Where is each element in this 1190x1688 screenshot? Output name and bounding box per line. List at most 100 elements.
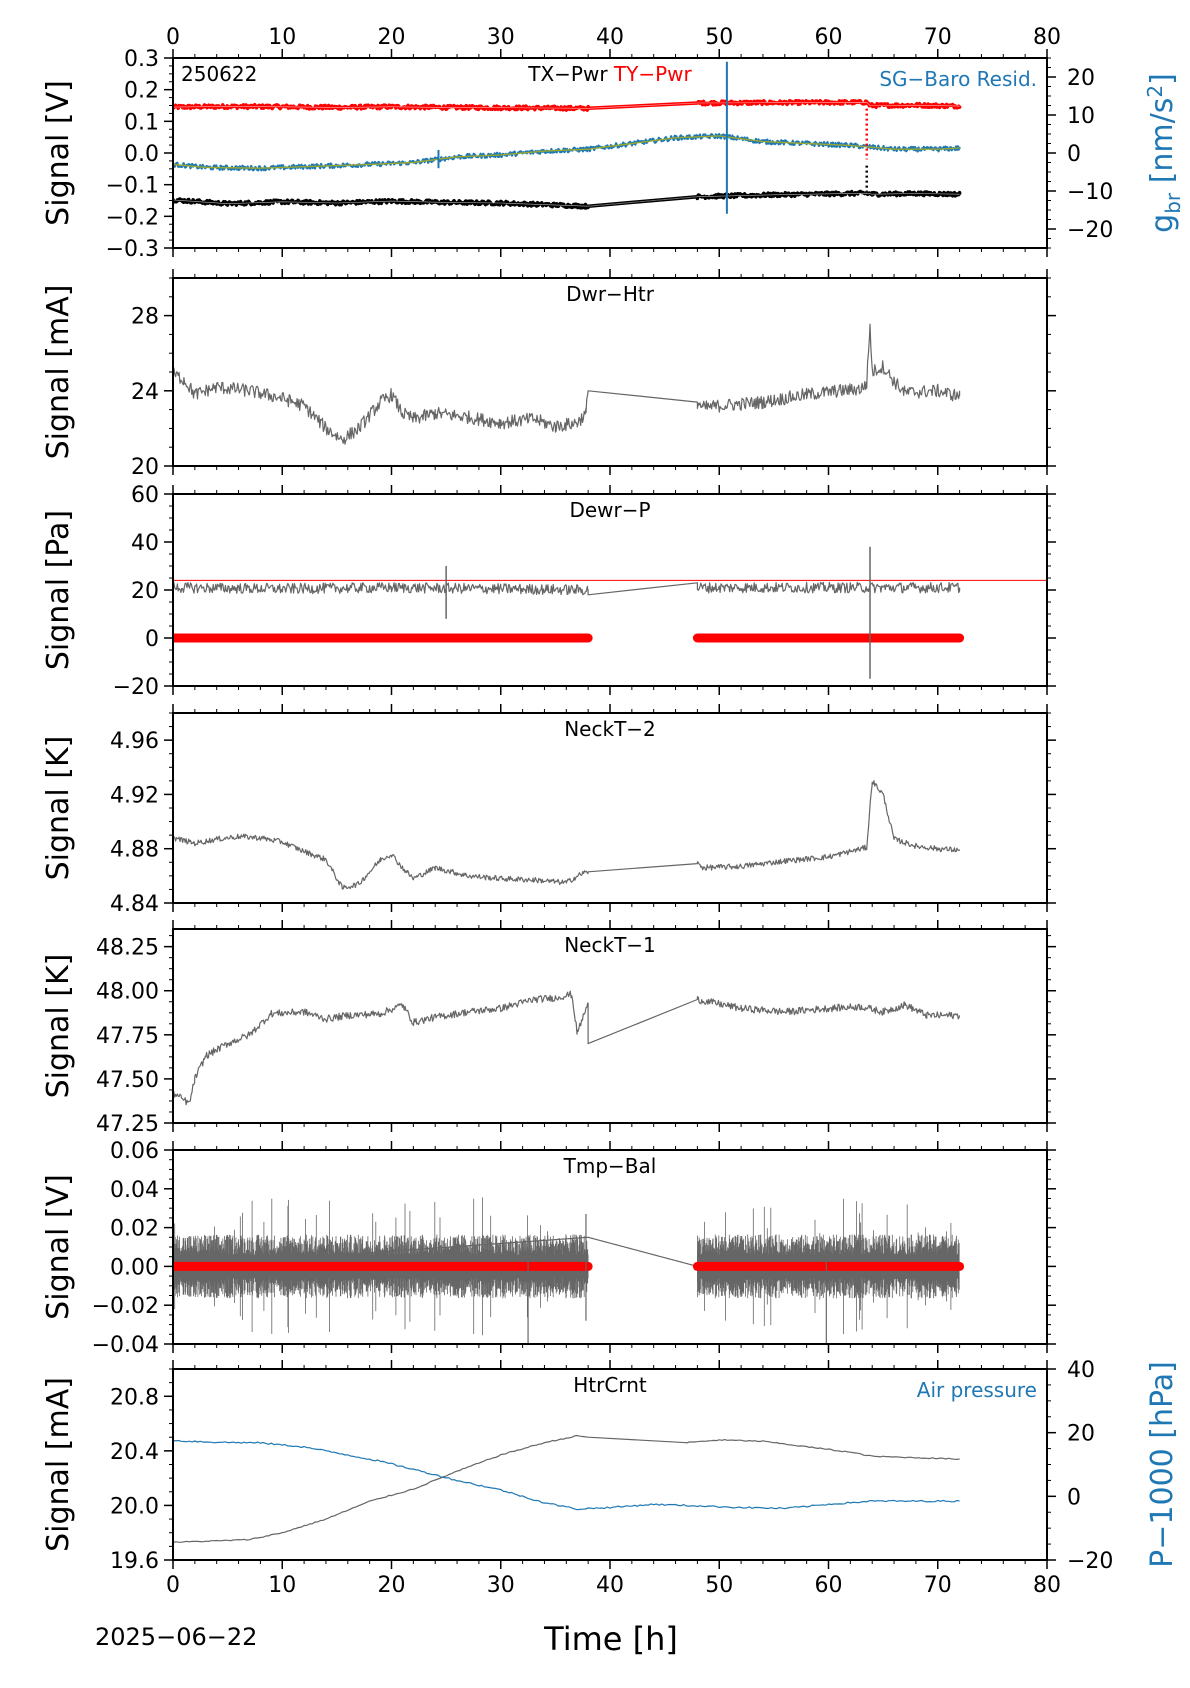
panel-frame bbox=[172, 277, 1048, 467]
x-tick-label: 50 bbox=[705, 1573, 733, 1598]
y-tick-label: 0.3 bbox=[124, 47, 159, 72]
series-dewr-p-0 bbox=[173, 581, 961, 596]
panel-dewr-p: −20 0 20 40 60 Signal [Pa] Dewr−P bbox=[41, 483, 1056, 700]
y2-tick-label: 20 bbox=[1067, 66, 1095, 91]
y-tick-label: 0 bbox=[145, 627, 159, 652]
y-tick-label: −20 bbox=[113, 675, 159, 700]
y2-tick-label: −20 bbox=[1067, 218, 1113, 243]
plot-area bbox=[173, 546, 1047, 679]
x-tick-label: 70 bbox=[924, 1573, 952, 1598]
panel-title: Tmp−Bal bbox=[563, 1154, 657, 1178]
y-tick-label: 20 bbox=[131, 579, 159, 604]
series-dwr-htr-0 bbox=[173, 323, 961, 445]
date-label: 2025−06−22 bbox=[95, 1623, 257, 1651]
y-axis-label: Signal [mA] bbox=[41, 285, 76, 460]
panel-title: HtrCrnt bbox=[573, 1373, 647, 1397]
y-tick-label: 20 bbox=[131, 455, 159, 480]
y-axis-label: Signal [K] bbox=[41, 954, 76, 1099]
y-tick-label: 19.6 bbox=[110, 1549, 159, 1574]
panel-dwr-htr: 20 24 28 Signal [mA] Dwr−Htr bbox=[41, 269, 1056, 480]
y-tick-label: 40 bbox=[131, 531, 159, 556]
y-tick-label: 0.06 bbox=[110, 1139, 159, 1164]
right-legend-label: SG−Baro Resid. bbox=[879, 67, 1037, 91]
x-tick-label: 0 bbox=[166, 25, 180, 50]
y-tick-label: 48.25 bbox=[96, 936, 159, 961]
y-axis-label: Signal [V] bbox=[41, 1174, 76, 1320]
x-tick-label: 30 bbox=[487, 25, 515, 50]
y-tick-label: 0.0 bbox=[124, 142, 159, 167]
plot-area bbox=[173, 61, 962, 214]
x-tick-label: 60 bbox=[815, 25, 843, 50]
x-tick-label: 10 bbox=[268, 1573, 296, 1598]
panel-tx-ty-sg: −0.3 −0.2 −0.1 0.0 0.1 0.2 0.3 −20 −10 0 10 20 Signa… bbox=[41, 25, 1185, 262]
y-tick-label: 4.96 bbox=[110, 729, 159, 754]
y-axis-label: Signal [Pa] bbox=[41, 510, 76, 670]
y-tick-label: 24 bbox=[131, 380, 159, 405]
panel-frame bbox=[172, 712, 1048, 904]
y-tick-label: 20.0 bbox=[110, 1494, 159, 1519]
right-legend-label: Air pressure bbox=[917, 1378, 1037, 1402]
x-tick-label: 50 bbox=[705, 25, 733, 50]
y-axis-label: Signal [V] bbox=[41, 80, 76, 226]
series-tx-ty-sg-2 bbox=[173, 133, 961, 172]
panel-annotation: 250622 bbox=[181, 62, 257, 86]
plot-area bbox=[173, 1197, 965, 1344]
plot-area bbox=[173, 780, 961, 890]
panel-tmp-bal: −0.04 −0.02 0.00 0.02 0.04 0.06 Signal [V] Tmp−… bbox=[41, 1139, 1056, 1358]
y2-tick-label: −10 bbox=[1067, 180, 1113, 205]
plot-area bbox=[173, 1435, 960, 1544]
series-tx-ty-sg-1-center bbox=[173, 192, 960, 207]
series-htrcrnt-1 bbox=[173, 1439, 960, 1511]
panel-neckt-2: 4.84 4.88 4.92 4.96 Signal [K] NeckT−2 bbox=[41, 704, 1056, 917]
x-tick-label: 0 bbox=[166, 1573, 180, 1598]
series-tx-ty-sg-2-fit bbox=[173, 135, 960, 169]
panel-frame bbox=[172, 928, 1048, 1124]
y-tick-label: −0.1 bbox=[106, 174, 159, 199]
y-tick-label: 28 bbox=[131, 305, 159, 330]
y-tick-label: 48.00 bbox=[96, 980, 159, 1005]
y-tick-label: 4.84 bbox=[110, 892, 159, 917]
y2-tick-label: 20 bbox=[1067, 1422, 1095, 1447]
panel-title: NeckT−2 bbox=[564, 717, 656, 741]
y2-tick-label: 40 bbox=[1067, 1358, 1095, 1383]
y2-tick-label: 10 bbox=[1067, 104, 1095, 129]
plot-area bbox=[173, 323, 961, 445]
series-htrcrnt-0 bbox=[173, 1435, 960, 1544]
panel-title: TX−Pwr TY−Pwr bbox=[527, 62, 692, 86]
series-tx-ty-sg-1 bbox=[173, 189, 962, 210]
series-tx-ty-sg-0-center bbox=[173, 101, 960, 109]
y-axis-label: Signal [mA] bbox=[41, 1377, 76, 1552]
x-tick-label: 80 bbox=[1033, 25, 1061, 50]
y-tick-label: 4.92 bbox=[110, 783, 159, 808]
x-tick-label: 20 bbox=[378, 25, 406, 50]
y-tick-label: 0.02 bbox=[110, 1217, 159, 1242]
panel-title: Dewr−P bbox=[569, 498, 650, 522]
x-tick-label: 60 bbox=[815, 1573, 843, 1598]
y2-tick-label: −20 bbox=[1067, 1549, 1113, 1574]
panel-neckt-1: 47.25 47.50 47.75 48.00 48.25 Signal [K] NeckT… bbox=[41, 920, 1056, 1137]
y-tick-label: −0.04 bbox=[92, 1333, 159, 1358]
y-tick-label: −0.2 bbox=[106, 205, 159, 230]
x-axis-label: Time [h] bbox=[543, 1620, 678, 1658]
y-tick-label: 0.2 bbox=[124, 79, 159, 104]
panel-title: NeckT−1 bbox=[564, 933, 656, 957]
plot-area bbox=[173, 990, 961, 1106]
y-tick-label: 47.50 bbox=[96, 1068, 159, 1093]
y-tick-label: 47.75 bbox=[96, 1024, 159, 1049]
series-tx-ty-sg-0 bbox=[173, 98, 962, 112]
y-tick-label: 0.1 bbox=[124, 110, 159, 135]
y-tick-label: 20.8 bbox=[110, 1385, 159, 1410]
x-tick-label: 80 bbox=[1033, 1573, 1061, 1598]
y-tick-label: 60 bbox=[131, 483, 159, 508]
y-tick-label: 0.04 bbox=[110, 1178, 159, 1203]
panel-title: Dwr−Htr bbox=[566, 282, 655, 306]
x-tick-label: 10 bbox=[268, 25, 296, 50]
y-tick-label: 4.88 bbox=[110, 838, 159, 863]
series-neckt-1-0 bbox=[173, 990, 961, 1106]
x-tick-label: 30 bbox=[487, 1573, 515, 1598]
y2-tick-label: 0 bbox=[1067, 1485, 1081, 1510]
y-tick-label: 20.4 bbox=[110, 1440, 159, 1465]
x-tick-label: 70 bbox=[924, 25, 952, 50]
x-tick-label: 40 bbox=[596, 25, 624, 50]
